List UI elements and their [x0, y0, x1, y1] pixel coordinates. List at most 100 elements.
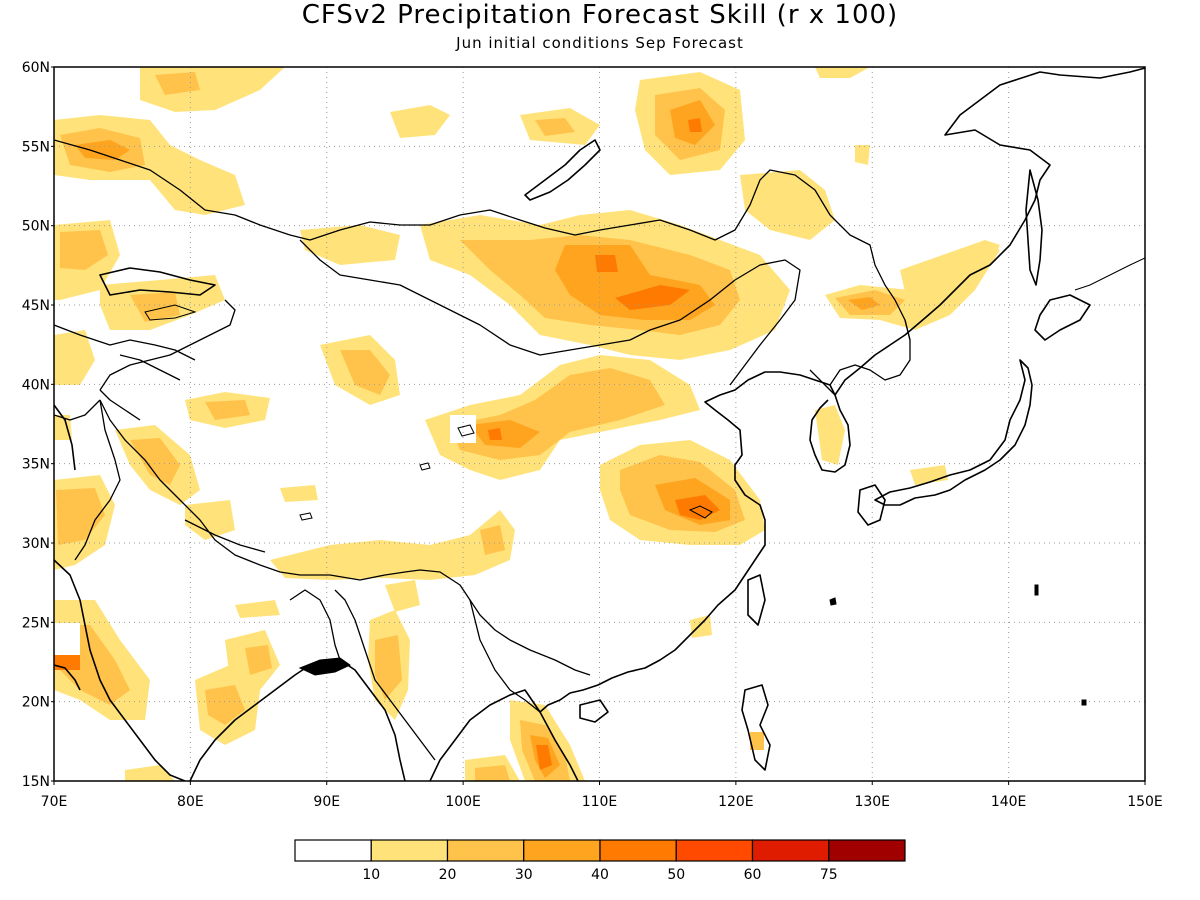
- lat-tick-label: 35N: [22, 457, 50, 473]
- island-ryukyu: [829, 597, 837, 606]
- border-russia-south: [54, 139, 911, 341]
- island-bonin: [1034, 584, 1039, 596]
- skill-region-siberia-small-1: [390, 105, 450, 138]
- coastline-kazakh-lake: [99, 267, 216, 296]
- skill-region-tibet-west-core: [205, 400, 250, 420]
- coastline-luzon: [741, 684, 771, 771]
- skill-region-west-coast-india-max: [54, 655, 80, 670]
- skill-region-siberia-small-2-core: [535, 118, 575, 136]
- skill-region-mongolia-peak: [595, 255, 618, 272]
- lake-tibet-1: [419, 462, 431, 471]
- skill-region-indochina-peak: [536, 745, 552, 770]
- coastline-baikal: [524, 139, 601, 201]
- skill-region-kazakh-north-core: [60, 230, 108, 270]
- skill-region-central-china-max: [470, 420, 540, 448]
- coastline-taiwan: [747, 574, 766, 626]
- border-central-asia: [54, 324, 196, 361]
- border-russia-china-east: [829, 319, 911, 386]
- border-myanmar: [334, 589, 436, 761]
- colorbar-level-label: 40: [591, 867, 609, 883]
- coastline-japan-honshu: [874, 359, 1033, 506]
- country-borders: [54, 139, 911, 761]
- colorbar-level-label: 75: [820, 867, 838, 883]
- lat-tick-label: 60N: [22, 60, 50, 76]
- border-afghan: [54, 399, 101, 421]
- colorbar-labels: 10 20 30 40 50 60 75: [362, 867, 837, 883]
- skill-region-philippines: [750, 732, 764, 750]
- skill-region-himalaya-core: [480, 525, 505, 555]
- coastline-sakhalin: [1025, 169, 1043, 286]
- lon-tick-label: 100E: [445, 794, 481, 810]
- delta-bangladesh: [298, 657, 351, 676]
- skill-region-hokkaido-west: [900, 240, 1000, 292]
- skill-region-west-edge: [54, 330, 95, 385]
- colorbar: [294, 839, 906, 862]
- colorbar-level-label: 20: [439, 867, 457, 883]
- colorbar-level-label: 10: [362, 867, 380, 883]
- coastline-hainan: [579, 699, 609, 723]
- coastline-east-asia: [539, 67, 1145, 713]
- lat-tick-label: 20N: [22, 695, 50, 711]
- colorbar-swatch: [523, 839, 601, 862]
- colorbar-swatch: [294, 839, 372, 862]
- lat-tick-label: 30N: [22, 536, 50, 552]
- skill-region-northeast-max: [848, 297, 880, 310]
- lat-tick-label: 50N: [22, 219, 50, 235]
- lon-tick-label: 120E: [718, 794, 754, 810]
- lon-tick-label: 110E: [582, 794, 618, 810]
- lon-tick-label: 130E: [854, 794, 890, 810]
- skill-region-north-top: [140, 67, 285, 112]
- colorbar-swatch: [675, 839, 754, 862]
- lon-tick-label: 80E: [177, 794, 204, 810]
- skill-shading: [54, 67, 1000, 781]
- missing-data-cell-2: [272, 337, 298, 361]
- skill-region-altai: [300, 225, 400, 265]
- colorbar-swatch: [599, 839, 677, 862]
- coastline-korea: [809, 394, 851, 473]
- skill-region-central-china-peak: [488, 428, 502, 440]
- skill-region-small-blob: [855, 145, 870, 165]
- skill-region-far-north: [815, 67, 870, 78]
- colorbar-swatch: [828, 839, 906, 862]
- lake-balkhash: [144, 304, 197, 321]
- border-himalaya: [99, 399, 591, 676]
- colorbar-level-label: 50: [667, 867, 685, 883]
- skill-region-east-siberia-peak: [688, 118, 702, 132]
- skill-region-bay: [235, 600, 280, 618]
- border-india-pakistan: [74, 399, 121, 561]
- border-laos-vietnam: [469, 599, 541, 713]
- border-tajik: [99, 389, 141, 421]
- skill-region-pakistan-core: [56, 488, 105, 545]
- border-nepal: [184, 519, 266, 553]
- skill-region-thailand-south-core: [475, 765, 510, 781]
- lat-tick-label: 15N: [22, 774, 50, 790]
- coastline-india: [54, 559, 186, 781]
- lon-tick-label: 90E: [313, 794, 340, 810]
- lon-tick-label: 70E: [41, 794, 68, 810]
- colorbar-swatch: [446, 839, 525, 862]
- skill-region-bangladesh-west-core: [245, 645, 272, 675]
- border-kyrgyz: [119, 354, 181, 381]
- colorbar-level-label: 60: [744, 867, 762, 883]
- border-korea-china: [809, 369, 836, 396]
- skill-region-northwest-india-core: [130, 438, 180, 485]
- skill-region-nepal: [185, 500, 235, 540]
- coastline-indochina: [429, 689, 579, 781]
- island-kuril: [1074, 257, 1145, 291]
- skill-region-japan-sea: [910, 465, 948, 485]
- skill-region-qaidam-core: [340, 350, 390, 395]
- border-india-bangladesh: [289, 589, 341, 661]
- lon-tick-label: 150E: [1127, 794, 1163, 810]
- skill-region-east-india-core: [205, 685, 245, 725]
- latitude-axis-labels: 60N 55N 50N 45N 40N 35N 30N 25N 20N 15N: [22, 60, 54, 790]
- skill-region-tibet-east: [280, 485, 318, 502]
- coastline-hokkaido: [1034, 294, 1091, 341]
- skill-region-taiwan-east: [690, 615, 712, 638]
- skill-region-korea-south: [815, 405, 845, 465]
- lon-tick-label: 140E: [991, 794, 1027, 810]
- lat-tick-label: 55N: [22, 139, 50, 155]
- coastline-kyushu: [857, 484, 886, 526]
- skill-region-myanmar-north: [385, 580, 420, 612]
- lat-tick-label: 40N: [22, 377, 50, 393]
